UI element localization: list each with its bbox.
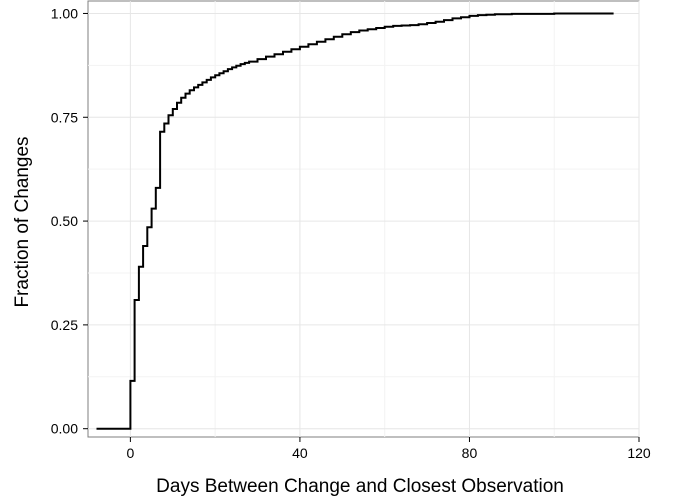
y-axis: 0.00 0.25 0.50 0.75 1.00	[51, 5, 88, 437]
x-tick-label: 0	[126, 445, 134, 461]
y-tick-label: 0.00	[51, 421, 78, 437]
x-axis-title: Days Between Change and Closest Observat…	[156, 476, 564, 497]
y-tick-label: 0.50	[51, 213, 78, 229]
x-axis: 0 40 80 120	[126, 437, 651, 461]
plot-panel	[87, 0, 640, 438]
series-line	[96, 12, 614, 430]
major-gridlines	[88, 1, 640, 437]
y-tick-label: 0.75	[51, 109, 78, 125]
x-tick-label: 40	[292, 445, 308, 461]
minor-gridlines	[88, 1, 639, 437]
x-tick-label: 120	[627, 445, 651, 461]
y-axis-title: Fraction of Changes	[12, 136, 33, 307]
y-tick-label: 0.25	[51, 317, 78, 333]
x-tick-label: 80	[462, 445, 478, 461]
y-tick-label: 1.00	[51, 5, 78, 21]
